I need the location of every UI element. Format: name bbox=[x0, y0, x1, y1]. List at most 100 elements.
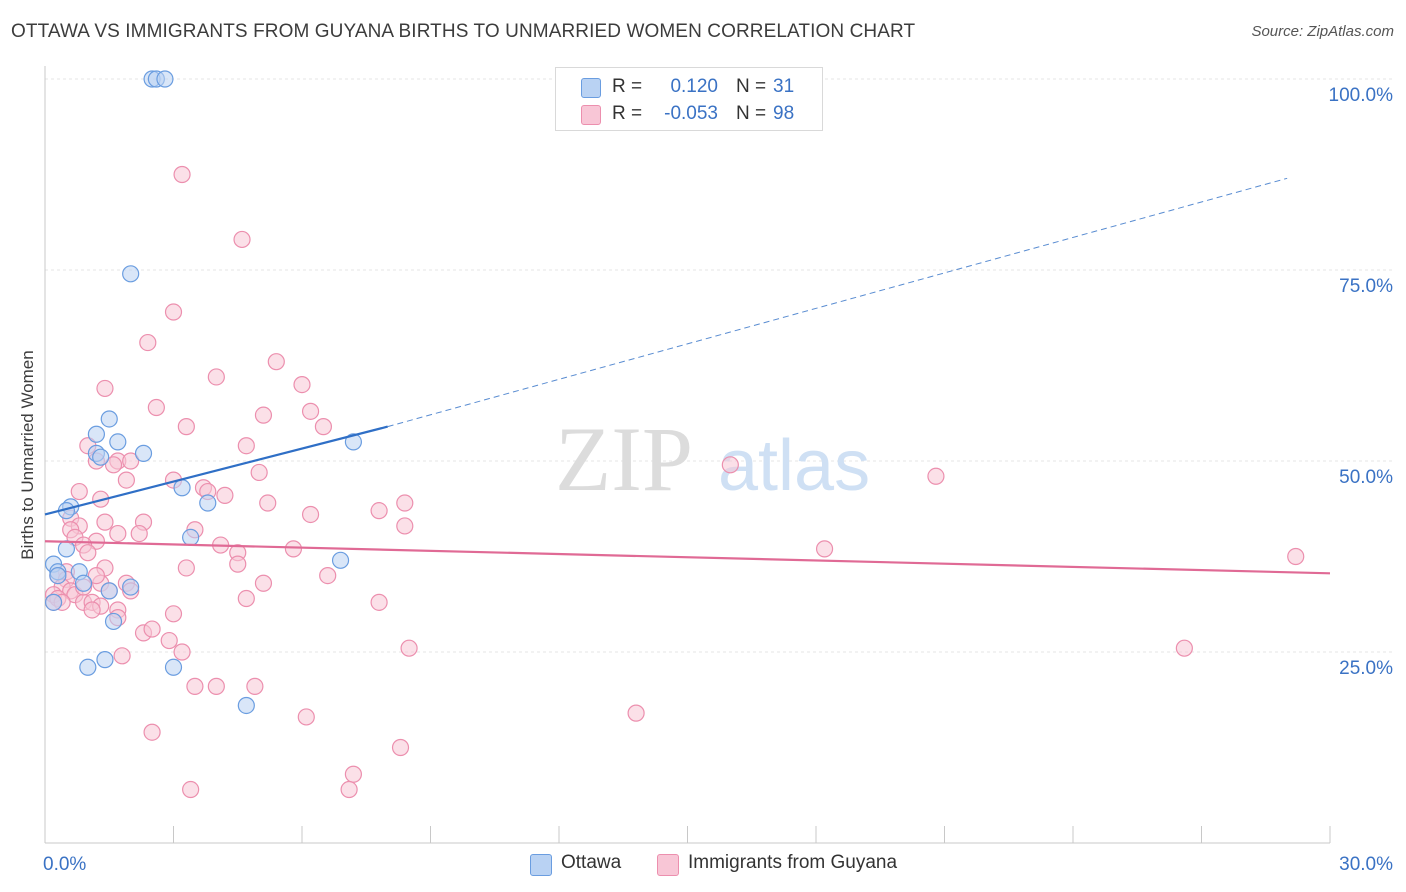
ottawa-trend-line bbox=[44, 425, 388, 516]
series-ottawa-points bbox=[44, 70, 362, 715]
guyana-point bbox=[122, 452, 140, 470]
guyana-point bbox=[87, 566, 106, 585]
guyana-point bbox=[721, 456, 739, 474]
ottawa-point bbox=[122, 265, 140, 283]
guyana-point bbox=[147, 398, 165, 417]
series-guyana-points bbox=[44, 165, 1305, 799]
source-label: Source: ZipAtlas.com bbox=[1251, 23, 1394, 40]
guyana-point bbox=[250, 463, 268, 482]
y-tick-label: 25.0% bbox=[1339, 658, 1393, 679]
guyana-point bbox=[340, 780, 358, 799]
guyana-point bbox=[173, 643, 191, 661]
guyana-point bbox=[96, 513, 114, 531]
n-value: 31 bbox=[773, 76, 795, 97]
guyana-point bbox=[1175, 639, 1193, 657]
y-tick-label: 100.0% bbox=[1329, 85, 1394, 106]
guyana-point bbox=[396, 494, 414, 512]
guyana-point bbox=[96, 379, 114, 398]
ottawa-trend-extension bbox=[387, 177, 1288, 428]
r-label: R = bbox=[612, 103, 643, 124]
n-label: N = bbox=[736, 103, 767, 124]
guyana-point bbox=[370, 593, 388, 611]
ottawa-point bbox=[87, 425, 106, 443]
ottawa-point bbox=[44, 593, 63, 611]
guyana-point bbox=[70, 482, 88, 501]
x-tick-label: 30.0% bbox=[1339, 854, 1393, 875]
guyana-point bbox=[117, 471, 135, 489]
guyana-point bbox=[233, 230, 251, 249]
guyana-point bbox=[237, 589, 255, 608]
guyana-point bbox=[319, 566, 337, 585]
guyana-point bbox=[267, 353, 285, 371]
guyana-point bbox=[109, 524, 127, 543]
guyana-point bbox=[627, 704, 645, 722]
guyana-point bbox=[815, 540, 834, 558]
ottawa-point bbox=[74, 574, 93, 592]
ottawa-point bbox=[100, 582, 118, 600]
ottawa-point bbox=[331, 551, 350, 569]
correlation-legend: R = 0.120 N = 31 R = -0.053 N = 98 bbox=[555, 67, 823, 131]
guyana-point bbox=[160, 631, 178, 650]
guyana-point bbox=[177, 559, 195, 577]
series-legend: Ottawa Immigrants from Guyana bbox=[0, 852, 1406, 878]
ottawa-point bbox=[344, 433, 362, 451]
guyana-trend-line bbox=[44, 540, 1331, 575]
legend-ottawa-label: Ottawa bbox=[561, 852, 622, 873]
guyana-legend-swatch bbox=[657, 854, 679, 876]
ottawa-point bbox=[173, 479, 191, 497]
n-value: 98 bbox=[773, 103, 795, 124]
watermark-atlas: atlas bbox=[718, 426, 870, 506]
guyana-point bbox=[216, 486, 234, 504]
guyana-point bbox=[139, 333, 157, 352]
ottawa-point bbox=[122, 578, 140, 596]
chart-title: OTTAWA VS IMMIGRANTS FROM GUYANA BIRTHS … bbox=[11, 21, 916, 42]
guyana-point bbox=[927, 467, 945, 485]
watermark: ZIP bbox=[555, 408, 693, 510]
guyana-point bbox=[83, 601, 101, 619]
guyana-point bbox=[259, 494, 277, 512]
legend-guyana-label: Immigrants from Guyana bbox=[688, 852, 898, 873]
ottawa-point bbox=[182, 528, 200, 547]
x-tick-label: 0.0% bbox=[43, 854, 86, 875]
r-value: -0.053 bbox=[664, 103, 718, 124]
tick-labels: 25.0% 50.0% 75.0% 100.0% 0.0% 30.0% bbox=[43, 85, 1393, 875]
guyana-point bbox=[237, 437, 255, 455]
guyana-point bbox=[301, 402, 320, 420]
guyana-point bbox=[293, 376, 311, 394]
guyana-point bbox=[400, 639, 418, 657]
guyana-point bbox=[143, 723, 161, 741]
gridlines bbox=[45, 78, 1395, 653]
guyana-point bbox=[113, 647, 131, 665]
guyana-point bbox=[370, 502, 388, 520]
guyana-point bbox=[254, 406, 273, 424]
guyana-point bbox=[284, 540, 303, 558]
ottawa-point bbox=[199, 494, 217, 512]
guyana-point bbox=[182, 780, 200, 799]
ottawa-point bbox=[92, 448, 110, 466]
guyana-point bbox=[207, 677, 225, 695]
ottawa-point bbox=[237, 696, 255, 715]
ottawa-point bbox=[49, 566, 67, 585]
legend-row-guyana: R = -0.053 N = 98 bbox=[556, 100, 822, 128]
guyana-point bbox=[1287, 547, 1305, 566]
guyana-point bbox=[143, 620, 161, 638]
guyana-point bbox=[164, 303, 183, 321]
guyana-point bbox=[344, 765, 362, 783]
trend-lines bbox=[44, 177, 1331, 575]
ottawa-point bbox=[109, 433, 127, 451]
guyana-point bbox=[207, 368, 225, 386]
ottawa-point bbox=[57, 540, 76, 558]
n-label: N = bbox=[736, 76, 767, 97]
guyana-point bbox=[173, 165, 191, 184]
guyana-point bbox=[186, 677, 204, 695]
ottawa-swatch bbox=[581, 78, 601, 98]
ottawa-point bbox=[156, 70, 174, 88]
axes bbox=[44, 66, 1331, 844]
guyana-point bbox=[229, 555, 247, 573]
guyana-point bbox=[297, 708, 315, 726]
ottawa-point bbox=[79, 658, 97, 676]
guyana-point bbox=[79, 544, 97, 562]
legend-row-ottawa: R = 0.120 N = 31 bbox=[556, 73, 822, 101]
guyana-point bbox=[301, 505, 320, 524]
